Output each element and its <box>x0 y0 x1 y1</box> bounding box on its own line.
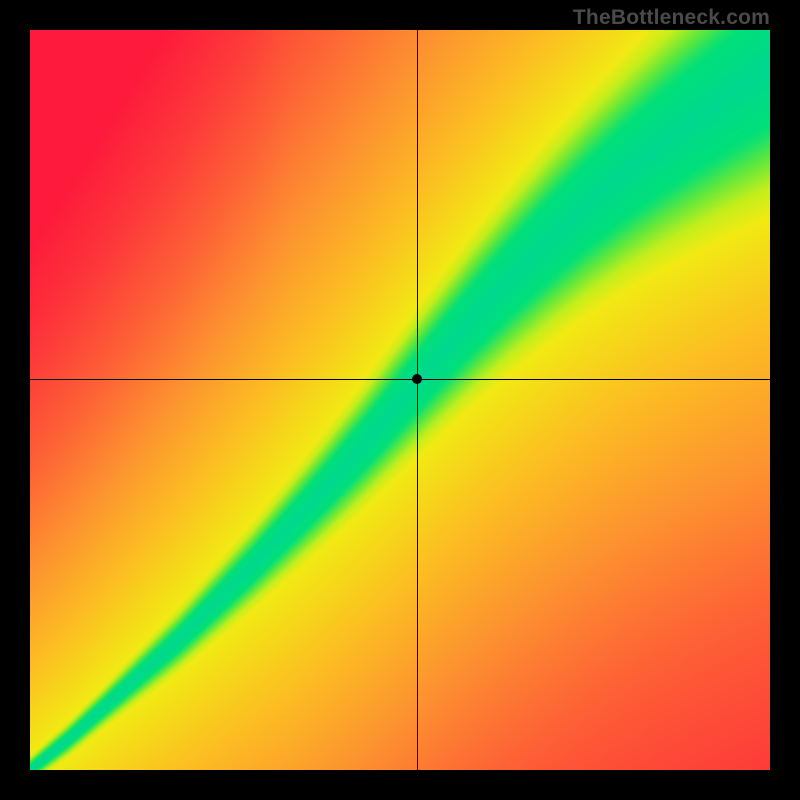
watermark-text: TheBottleneck.com <box>573 6 770 30</box>
heatmap-canvas <box>30 30 770 770</box>
figure-root: TheBottleneck.com <box>0 0 800 800</box>
heatmap-plot <box>30 30 770 770</box>
crosshair-horizontal <box>30 379 770 380</box>
crosshair-vertical <box>417 30 418 770</box>
selection-marker <box>412 374 422 384</box>
